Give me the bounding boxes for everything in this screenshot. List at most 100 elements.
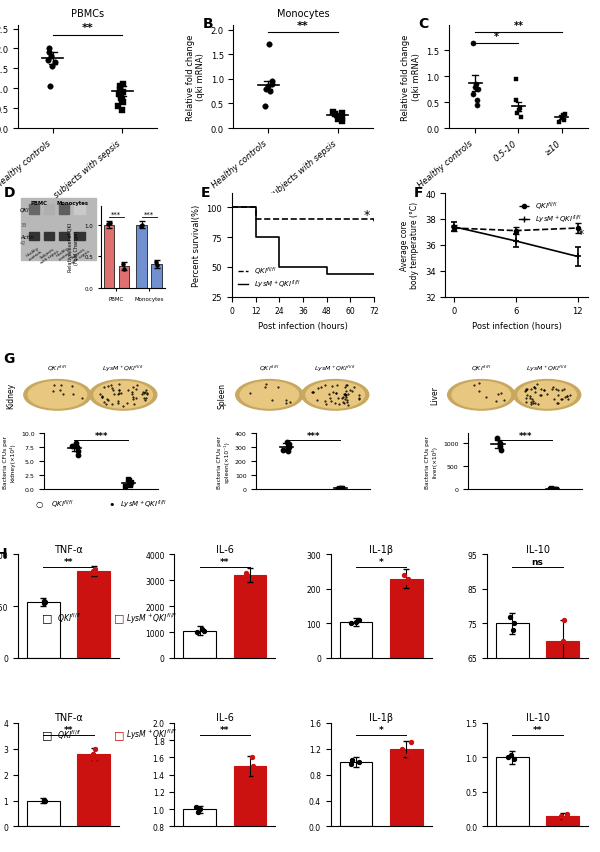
Point xyxy=(195,803,205,816)
Point xyxy=(40,595,49,608)
Point xyxy=(470,81,480,95)
Point xyxy=(88,565,98,579)
Text: □: □ xyxy=(42,729,53,740)
Title: Monocytes: Monocytes xyxy=(277,9,329,20)
Point xyxy=(248,759,258,773)
Point xyxy=(264,38,274,52)
Point xyxy=(116,90,125,104)
Point xyxy=(338,112,347,126)
Title: IL-6: IL-6 xyxy=(216,712,234,722)
Point xyxy=(473,83,482,97)
Point xyxy=(403,572,413,585)
Point xyxy=(118,96,128,110)
Bar xyxy=(390,749,423,826)
Point xyxy=(119,86,128,100)
Bar xyxy=(59,205,70,215)
Point xyxy=(242,566,251,579)
Point xyxy=(268,75,277,89)
Bar xyxy=(59,233,70,240)
Bar xyxy=(44,233,53,240)
Text: G: G xyxy=(4,352,15,366)
Point xyxy=(91,562,100,576)
Title: IL-10: IL-10 xyxy=(526,544,550,554)
Point xyxy=(509,753,519,767)
Point xyxy=(116,92,126,106)
Text: 42: 42 xyxy=(20,241,26,246)
Text: □: □ xyxy=(114,729,125,740)
Point xyxy=(91,742,100,756)
Point xyxy=(193,625,202,639)
Point xyxy=(397,742,406,756)
Bar xyxy=(44,205,53,215)
Point xyxy=(469,89,478,102)
Point xyxy=(559,114,568,128)
Bar xyxy=(233,766,266,852)
Point xyxy=(471,78,481,92)
Point xyxy=(511,94,521,107)
Title: IL-1β: IL-1β xyxy=(369,712,393,722)
Bar xyxy=(27,801,59,826)
Point xyxy=(41,596,50,609)
Y-axis label: Average core
body temperature (°C): Average core body temperature (°C) xyxy=(400,202,419,289)
Bar xyxy=(27,602,59,658)
Bar xyxy=(74,233,85,240)
Point xyxy=(116,84,125,98)
Text: $LysM^+QKI^{fl/fl}$: $LysM^+QKI^{fl/fl}$ xyxy=(126,728,177,741)
Title: IL-1β: IL-1β xyxy=(369,544,393,554)
Point xyxy=(515,102,525,116)
Point xyxy=(503,751,512,764)
Point xyxy=(242,568,252,582)
Point xyxy=(262,83,271,96)
Point xyxy=(512,106,522,120)
Text: $QKI^{fl/fl}$: $QKI^{fl/fl}$ xyxy=(57,611,82,625)
Point xyxy=(355,613,364,627)
Text: 38: 38 xyxy=(20,222,26,227)
X-axis label: Post infection (hours): Post infection (hours) xyxy=(472,321,562,331)
Point xyxy=(472,94,482,107)
Text: •: • xyxy=(108,499,115,509)
Text: ○: ○ xyxy=(36,500,43,509)
Text: F: F xyxy=(414,186,424,199)
Text: **: ** xyxy=(220,725,230,734)
Point xyxy=(47,60,57,74)
Point xyxy=(506,610,515,624)
Point xyxy=(250,571,260,584)
Point xyxy=(89,567,99,580)
Text: *: * xyxy=(578,227,584,241)
Point xyxy=(330,108,340,122)
Point xyxy=(44,47,54,60)
Text: **: ** xyxy=(220,557,230,566)
Point xyxy=(193,805,202,819)
Point xyxy=(401,575,410,589)
Text: □: □ xyxy=(114,613,125,623)
Text: *: * xyxy=(379,557,383,566)
Point xyxy=(506,749,515,763)
Point xyxy=(338,115,347,129)
Y-axis label: Relative fold change
(qki mRNA): Relative fold change (qki mRNA) xyxy=(401,34,421,120)
Bar xyxy=(340,762,373,826)
Point xyxy=(88,747,98,761)
Title: TNF-α: TNF-α xyxy=(54,712,83,722)
Y-axis label: Relative fold change
(qki mRNA): Relative fold change (qki mRNA) xyxy=(185,34,205,120)
Bar xyxy=(183,631,216,658)
Text: Subjects
with sepsis: Subjects with sepsis xyxy=(37,245,60,265)
Bar xyxy=(183,809,216,852)
Bar xyxy=(74,205,85,215)
Text: **: ** xyxy=(297,21,309,31)
Point xyxy=(554,116,564,130)
Point xyxy=(514,104,524,118)
Point xyxy=(557,112,566,125)
Bar xyxy=(77,754,110,826)
Point xyxy=(41,794,50,808)
Point xyxy=(563,807,572,820)
Legend: $QKI^{fl/fl}$, $LysM^+QKI^{fl/fl}$: $QKI^{fl/fl}$, $LysM^+QKI^{fl/fl}$ xyxy=(516,198,584,229)
Point xyxy=(509,624,518,637)
Text: **: ** xyxy=(64,557,73,566)
Bar xyxy=(496,624,529,852)
Text: Actin: Actin xyxy=(20,235,34,239)
Text: *: * xyxy=(494,32,499,42)
Point xyxy=(265,85,275,99)
Point xyxy=(89,752,99,766)
Point xyxy=(39,795,49,809)
Text: Monocytes: Monocytes xyxy=(56,201,88,206)
